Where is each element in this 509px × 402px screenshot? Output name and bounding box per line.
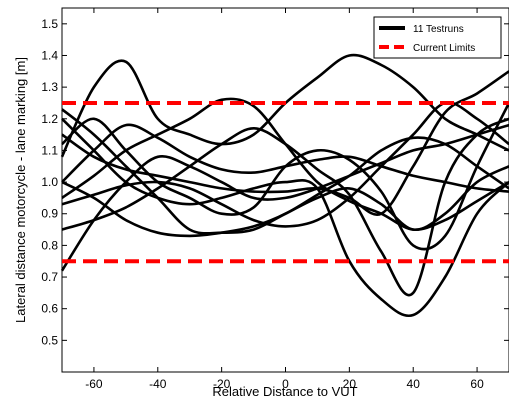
y-axis: 0.5 0.6 0.7 0.8 0.9 1.0 1.1 1.2 1.3 1.4 1.5 bbox=[41, 17, 509, 347]
testrun-line-7 bbox=[61, 117, 509, 297]
y-tick-label: 0.6 bbox=[41, 302, 58, 316]
legend-label-limits: Current Limits bbox=[413, 43, 475, 54]
testrun-line-9 bbox=[61, 101, 509, 228]
legend-box bbox=[373, 16, 502, 59]
x-tick-label: 60 bbox=[470, 377, 484, 391]
x-tick-label: 40 bbox=[407, 377, 421, 391]
testrun-line-10 bbox=[61, 136, 509, 238]
y-tick-label: 1.0 bbox=[41, 175, 58, 189]
plot-series bbox=[60, 53, 509, 318]
legend: 11 Testruns Current Limits bbox=[373, 16, 502, 59]
y-tick-label: 0.9 bbox=[41, 207, 58, 221]
x-tick-label: 0 bbox=[282, 377, 289, 391]
x-axis-label: Relative Distance to VUT bbox=[212, 384, 357, 399]
y-tick-label: 1.3 bbox=[41, 80, 58, 94]
testrun-line-11 bbox=[61, 102, 509, 251]
y-tick-label: 1.1 bbox=[41, 143, 58, 157]
y-tick-label: 0.5 bbox=[41, 333, 58, 347]
y-axis-label: Lateral distance motorcycle - lane marki… bbox=[13, 57, 28, 323]
y-tick-label: 0.7 bbox=[41, 270, 58, 284]
limit-lines bbox=[62, 100, 509, 264]
testrun-line-2 bbox=[61, 117, 509, 318]
y-tick-label: 1.5 bbox=[41, 17, 58, 31]
x-tick-label: -20 bbox=[213, 377, 231, 391]
x-tick-label: 20 bbox=[343, 377, 357, 391]
y-tick-label: 1.4 bbox=[41, 48, 58, 62]
legend-label-testruns: 11 Testruns bbox=[413, 24, 464, 35]
testrun-line-8 bbox=[61, 70, 509, 216]
x-tick-label: -40 bbox=[149, 377, 167, 391]
x-axis: -60 -40 -20 0 20 40 60 bbox=[85, 8, 484, 391]
y-tick-label: 1.2 bbox=[41, 112, 58, 126]
x-tick-label: -60 bbox=[85, 377, 103, 391]
y-tick-label: 0.8 bbox=[41, 238, 58, 252]
